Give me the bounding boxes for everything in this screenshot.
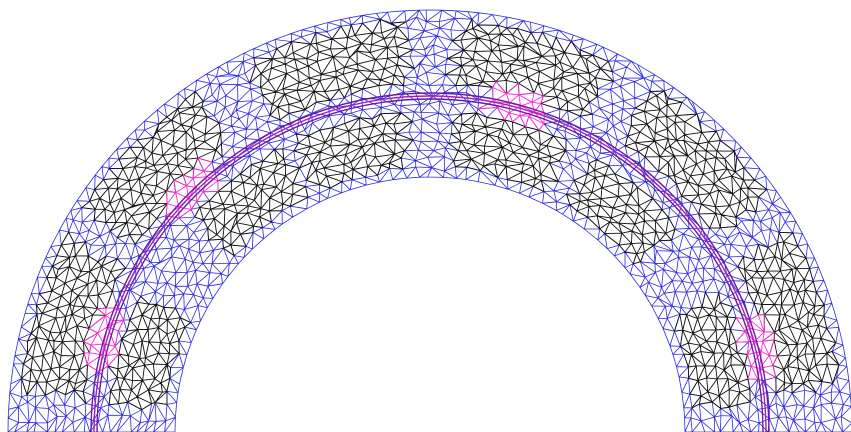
air-gap-ring — [90, 92, 770, 432]
mesh-coil — [21, 18, 840, 411]
air-gap-ring — [96, 98, 764, 432]
mesh-layers — [7, 9, 851, 432]
air-gap-ring — [93, 95, 767, 432]
